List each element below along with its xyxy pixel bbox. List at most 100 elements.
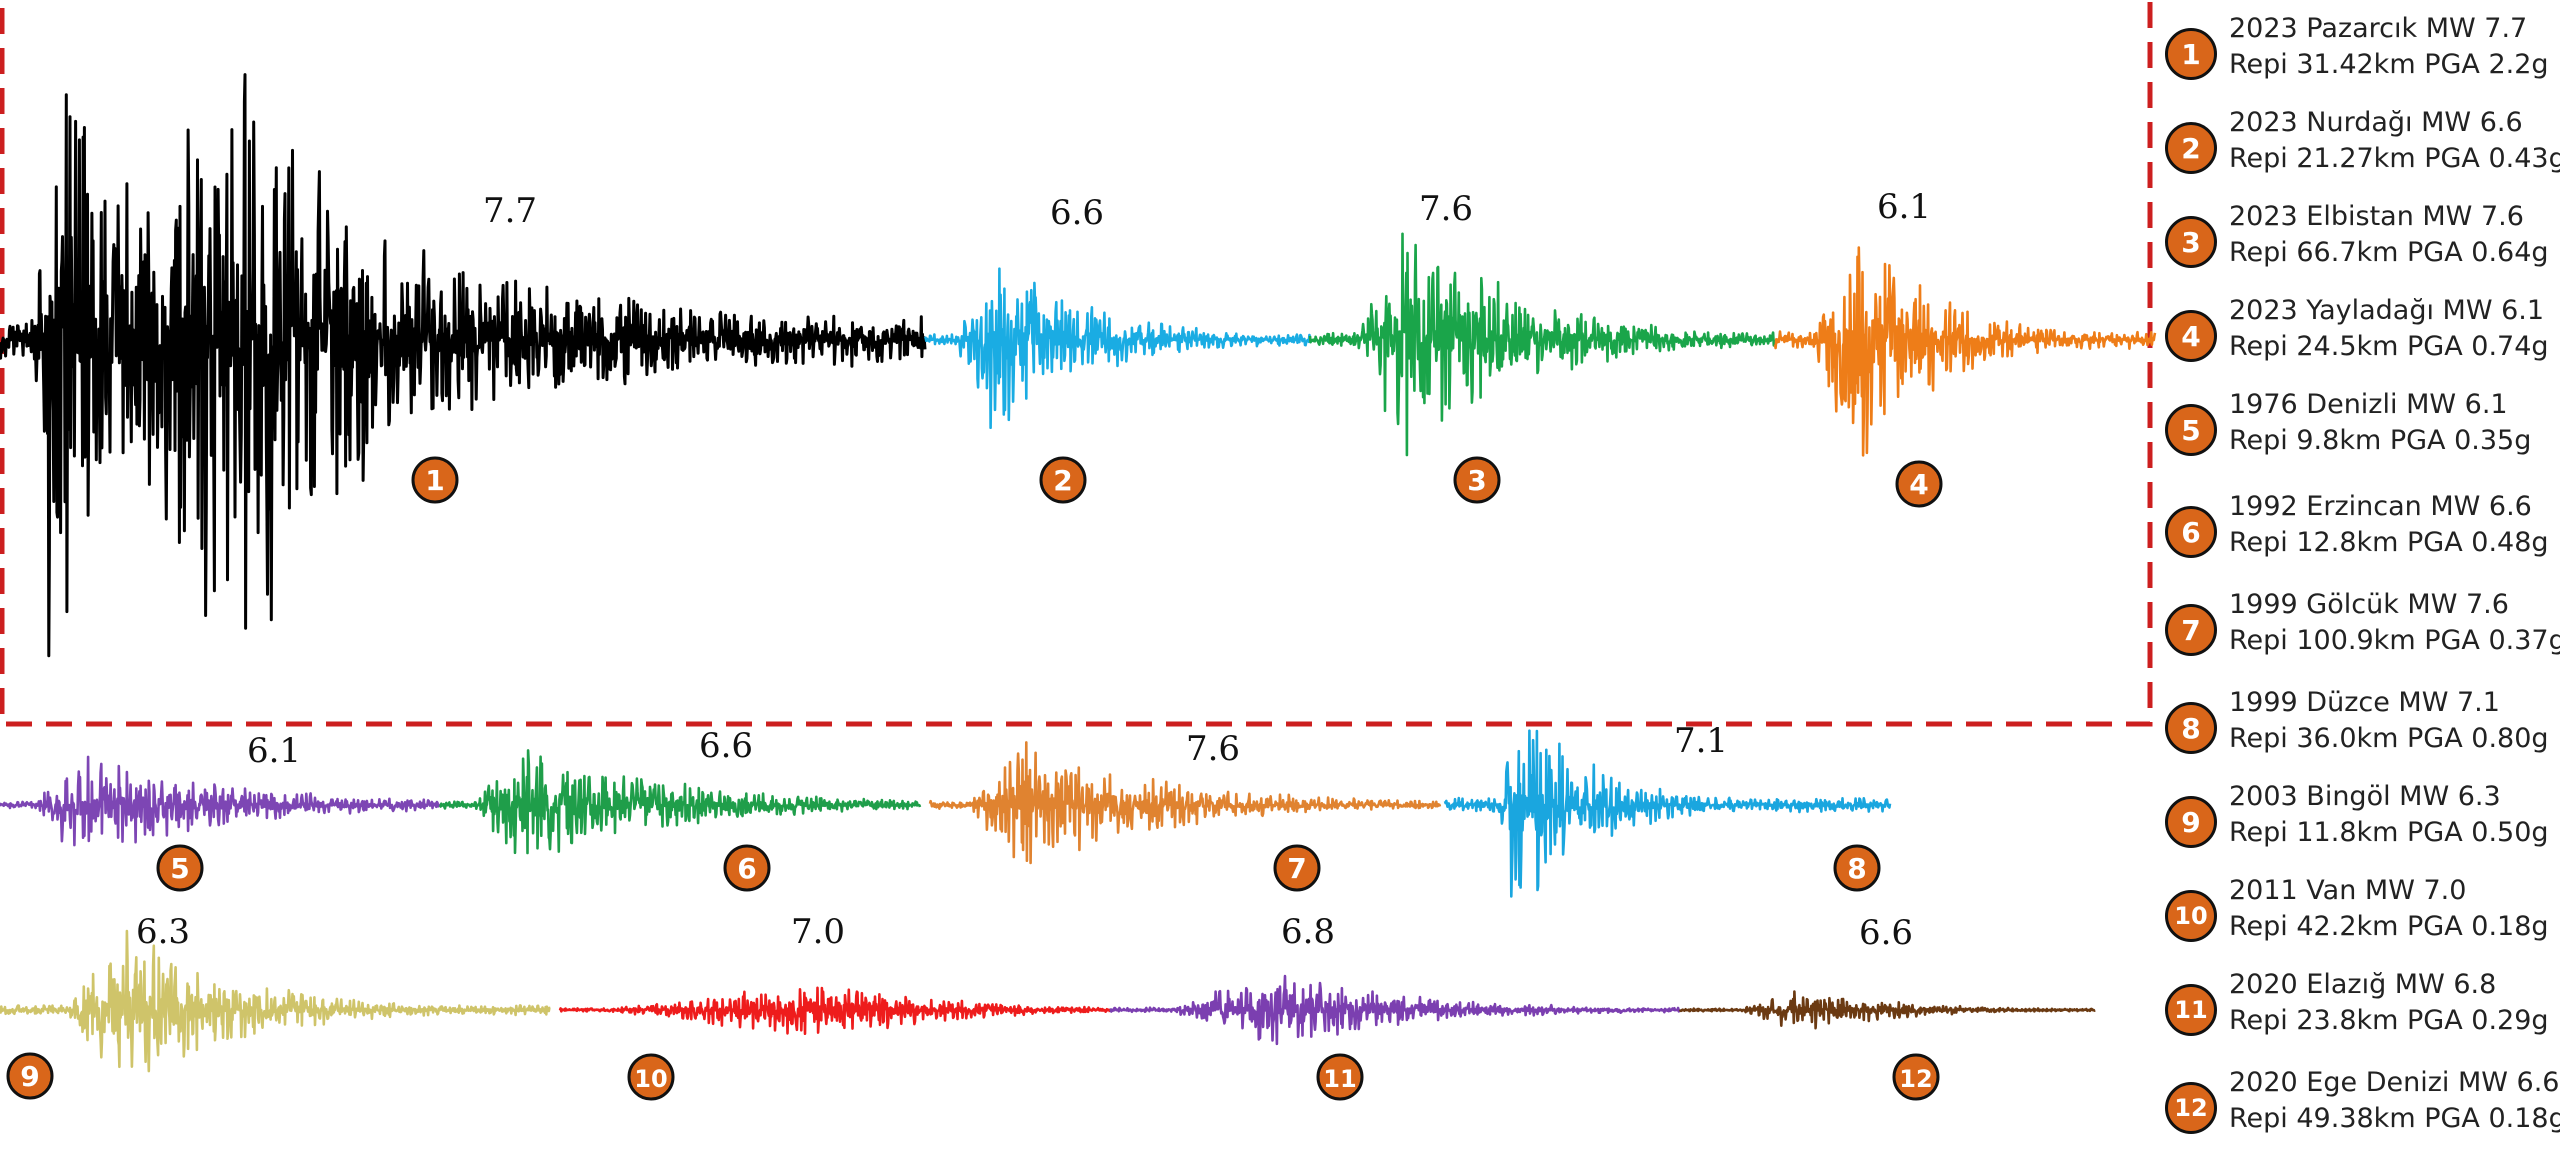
legend-event-detail: Repi 66.7km PGA 0.64g (2229, 237, 2549, 268)
legend-event-name: 2011 Van MW 7.0 (2229, 875, 2467, 906)
legend-event-name: 2003 Bingöl MW 6.3 (2229, 781, 2501, 812)
waveform-8 (1443, 729, 1892, 898)
event-badge-7: 7 (1273, 844, 1321, 892)
legend-item-7: 7 1999 Gölcük MW 7.6 Repi 100.9km PGA 0.37… (2165, 584, 2560, 680)
waveform-2 (923, 267, 1312, 429)
legend-event-detail: Repi 12.8km PGA 0.48g (2229, 527, 2549, 558)
legend-item-4: 4 2023 Yayladağı MW 6.1 Repi 24.5km PGA 0.… (2165, 290, 2560, 386)
legend-badge-2: 2 (2165, 122, 2217, 174)
legend-event-detail: Repi 9.8km PGA 0.35g (2229, 425, 2532, 456)
legend-event-name: 1976 Denizli MW 6.1 (2229, 389, 2508, 420)
magnitude-label-8: 7.1 (1674, 721, 1728, 761)
legend-event-name: 2023 Pazarcık MW 7.7 (2229, 13, 2528, 44)
legend-event-name: 1999 Düzce MW 7.1 (2229, 687, 2500, 718)
legend-item-6: 6 1992 Erzincan MW 6.6 Repi 12.8km PGA 0.4… (2165, 486, 2560, 582)
legend-item-10: 10 2011 Van MW 7.0 Repi 42.2km PGA 0.18g (2165, 870, 2560, 966)
legend-badge-7: 7 (2165, 604, 2217, 656)
waveform-4 (1773, 246, 2157, 457)
event-badge-12: 12 (1892, 1053, 1940, 1101)
legend-badge-8: 8 (2165, 702, 2217, 754)
waveform-6 (438, 749, 922, 855)
event-badge-2: 2 (1039, 456, 1087, 504)
legend-event-detail: Repi 36.0km PGA 0.80g (2229, 723, 2549, 754)
waveform-10 (558, 986, 1112, 1035)
legend-event-name: 2023 Nurdağı MW 6.6 (2229, 107, 2523, 138)
event-badge-6: 6 (723, 844, 771, 892)
legend-event-detail: Repi 100.9km PGA 0.37g (2229, 625, 2560, 656)
magnitude-label-9: 6.3 (136, 912, 190, 952)
legend-event-name: 1992 Erzincan MW 6.6 (2229, 491, 2532, 522)
waveform-3 (1308, 232, 1777, 457)
event-badges: 1 2 3 45 6 7 89 10 11 12 (6, 456, 1943, 1101)
svg-text:1: 1 (425, 464, 444, 497)
waveform-12 (1678, 990, 2096, 1030)
svg-text:7: 7 (1287, 852, 1306, 885)
waveform-1 (0, 73, 927, 658)
legend-event-name: 2020 Elazığ MW 6.8 (2229, 969, 2497, 1000)
magnitude-label-4: 6.1 (1877, 187, 1931, 227)
legend-badge-12: 12 (2165, 1082, 2217, 1134)
svg-text:12: 12 (1899, 1065, 1932, 1093)
waveform-7 (928, 741, 1442, 865)
legend-item-11: 11 2020 Elazığ MW 6.8 Repi 23.8km PGA 0.29… (2165, 964, 2560, 1060)
magnitude-label-5: 6.1 (247, 731, 301, 771)
legend-item-1: 1 2023 Pazarcık MW 7.7 Repi 31.42km PGA 2.… (2165, 8, 2560, 104)
legend-event-name: 2023 Yayladağı MW 6.1 (2229, 295, 2545, 326)
legend-badge-9: 9 (2165, 796, 2217, 848)
event-badge-5: 5 (156, 844, 204, 892)
svg-text:6: 6 (737, 852, 756, 885)
waveform-5 (0, 755, 441, 847)
magnitude-label-6: 6.6 (699, 726, 753, 766)
legend-event-name: 2020 Ege Denizi MW 6.6 (2229, 1067, 2560, 1098)
svg-text:11: 11 (1323, 1065, 1356, 1093)
legend-badge-3: 3 (2165, 216, 2217, 268)
magnitude-label-10: 7.0 (791, 912, 845, 952)
event-badge-8: 8 (1833, 844, 1881, 892)
magnitude-label-7: 7.6 (1186, 729, 1240, 769)
legend-badge-6: 6 (2165, 506, 2217, 558)
legend-item-2: 2 2023 Nurdağı MW 6.6 Repi 21.27km PGA 0.4… (2165, 102, 2560, 198)
svg-text:4: 4 (1909, 468, 1928, 501)
waveform-11 (1109, 974, 1681, 1046)
legend-event-name: 1999 Gölcük MW 7.6 (2229, 589, 2509, 620)
svg-text:3: 3 (1467, 464, 1486, 497)
event-badge-4: 4 (1895, 460, 1943, 508)
event-badge-3: 3 (1453, 456, 1501, 504)
magnitude-label-3: 7.6 (1419, 189, 1473, 229)
legend-event-detail: Repi 21.27km PGA 0.43g (2229, 143, 2560, 174)
event-badge-9: 9 (6, 1052, 54, 1100)
legend: 1 2023 Pazarcık MW 7.7 Repi 31.42km PGA 2.… (2165, 0, 2560, 1151)
event-badge-10: 10 (627, 1053, 675, 1101)
legend-event-detail: Repi 49.38km PGA 0.18g (2229, 1103, 2560, 1134)
legend-item-3: 3 2023 Elbistan MW 7.6 Repi 66.7km PGA 0.6… (2165, 196, 2560, 292)
waveform-9 (0, 929, 551, 1073)
event-badge-11: 11 (1316, 1053, 1364, 1101)
legend-badge-4: 4 (2165, 310, 2217, 362)
legend-badge-11: 11 (2165, 984, 2217, 1036)
legend-badge-5: 5 (2165, 404, 2217, 456)
svg-text:5: 5 (170, 852, 189, 885)
legend-event-detail: Repi 42.2km PGA 0.18g (2229, 911, 2549, 942)
magnitude-label-1: 7.7 (483, 191, 537, 231)
magnitude-labels: 7.7 6.6 7.6 6.1 6.1 6.6 7.6 7.1 6.3 7.0 6.8 6.6 (136, 187, 1931, 953)
svg-text:10: 10 (634, 1065, 667, 1093)
magnitude-label-11: 6.8 (1281, 912, 1335, 952)
legend-badge-10: 10 (2165, 890, 2217, 942)
event-badge-1: 1 (411, 456, 459, 504)
legend-item-12: 12 2020 Ege Denizi MW 6.6 Repi 49.38km PGA… (2165, 1062, 2560, 1158)
legend-item-9: 9 2003 Bingöl MW 6.3 Repi 11.8km PGA 0.50g (2165, 776, 2560, 872)
legend-event-detail: Repi 23.8km PGA 0.29g (2229, 1005, 2549, 1036)
svg-text:8: 8 (1847, 852, 1866, 885)
svg-text:9: 9 (20, 1060, 39, 1093)
magnitude-label-12: 6.6 (1859, 913, 1913, 953)
legend-event-detail: Repi 11.8km PGA 0.50g (2229, 817, 2549, 848)
svg-text:2: 2 (1053, 464, 1072, 497)
magnitude-label-2: 6.6 (1050, 193, 1104, 233)
legend-event-name: 2023 Elbistan MW 7.6 (2229, 201, 2524, 232)
legend-event-detail: Repi 24.5km PGA 0.74g (2229, 331, 2549, 362)
legend-item-5: 5 1976 Denizli MW 6.1 Repi 9.8km PGA 0.35g (2165, 384, 2560, 480)
legend-event-detail: Repi 31.42km PGA 2.2g (2229, 49, 2549, 80)
waveform-traces (0, 73, 2157, 1073)
legend-item-8: 8 1999 Düzce MW 7.1 Repi 36.0km PGA 0.80g (2165, 682, 2560, 778)
